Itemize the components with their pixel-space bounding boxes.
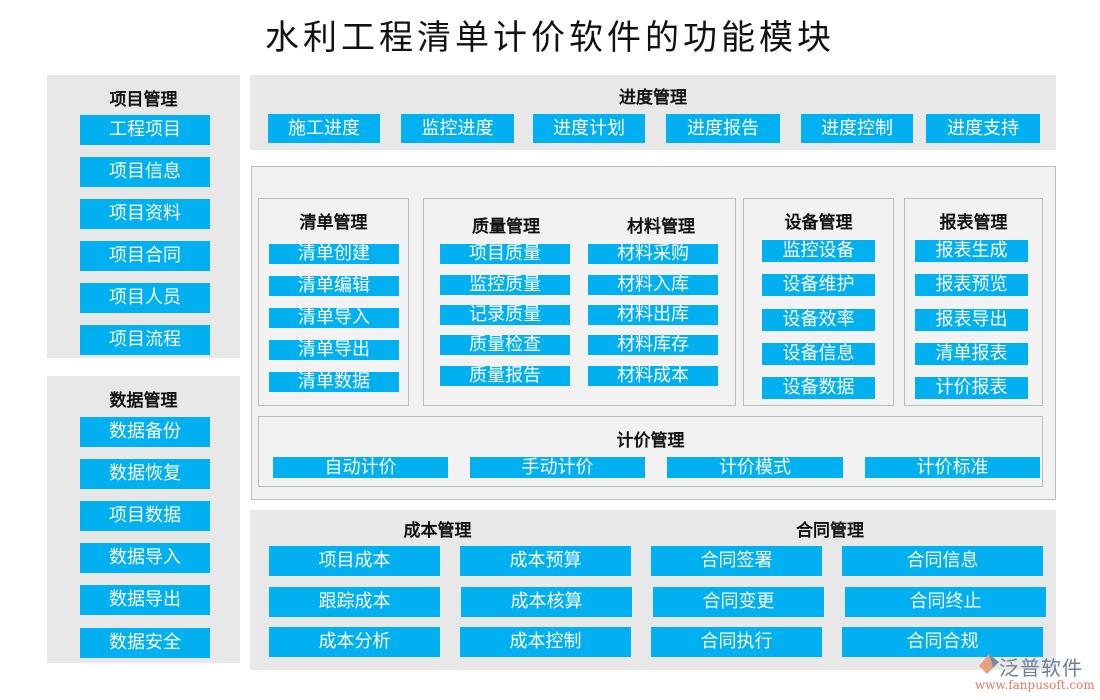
quality-title: 质量管理 [472,217,540,237]
cost-item-button[interactable]: 成本预算 [460,546,631,576]
bill-item-button[interactable]: 清单数据 [269,372,399,392]
report-item-button[interactable]: 报表生成 [915,240,1028,262]
page-title: 水利工程清单计价软件的功能模块 [265,18,835,58]
progress-title: 进度管理 [619,88,687,108]
bill-title: 清单管理 [299,213,368,233]
contract-item-button[interactable]: 合同变更 [653,587,824,617]
data-mgmt-item-button[interactable]: 数据恢复 [80,459,210,489]
quality-item-button[interactable]: 质量检查 [440,335,570,355]
report-box: 报表管理 [904,198,1043,406]
progress-item-button[interactable]: 进度计划 [533,114,645,143]
pricing-title: 计价管理 [616,431,685,451]
logo-mark-icon [979,654,999,674]
project-item-button[interactable]: 项目信息 [80,157,210,187]
material-item-button[interactable]: 材料库存 [588,335,718,355]
data-mgmt-item-button[interactable]: 项目数据 [80,501,210,531]
data-mgmt-item-button[interactable]: 数据导出 [80,585,210,615]
project-title: 项目管理 [109,90,178,110]
contract-item-button[interactable]: 合同签署 [651,546,822,576]
logo-name: 泛普软件 [999,656,1083,680]
project-item-button[interactable]: 项目人员 [80,283,210,313]
data-mgmt-item-button[interactable]: 数据导入 [80,543,210,573]
progress-item-button[interactable]: 进度控制 [801,114,913,143]
equipment-item-button[interactable]: 设备维护 [762,274,875,296]
quality-item-button[interactable]: 记录质量 [440,305,570,325]
cost-item-button[interactable]: 跟踪成本 [269,587,440,617]
contract-item-button[interactable]: 合同合规 [842,627,1043,657]
report-title: 报表管理 [939,213,1008,233]
data-mgmt-item-button[interactable]: 数据备份 [80,417,210,447]
contract-item-button[interactable]: 合同终止 [845,587,1046,617]
pricing-item-button[interactable]: 自动计价 [273,457,448,478]
equipment-title: 设备管理 [784,213,853,233]
report-item-button[interactable]: 报表导出 [915,309,1028,331]
cost-title: 成本管理 [403,521,472,541]
bill-box: 清单管理 [258,198,409,406]
material-title: 材料管理 [627,217,695,237]
contract-item-button[interactable]: 合同执行 [651,627,822,657]
cost-item-button[interactable]: 成本核算 [461,587,632,617]
equipment-box: 设备管理 [743,198,894,406]
contract-title: 合同管理 [796,521,864,541]
cost-item-button[interactable]: 成本控制 [460,627,631,657]
equipment-item-button[interactable]: 设备效率 [762,309,875,331]
bill-item-button[interactable]: 清单导入 [269,308,399,328]
report-item-button[interactable]: 清单报表 [915,343,1028,365]
data-title: 数据管理 [109,391,178,411]
project-item-button[interactable]: 项目资料 [80,199,210,229]
material-item-button[interactable]: 材料采购 [588,244,718,264]
pricing-item-button[interactable]: 手动计价 [470,457,645,478]
bill-item-button[interactable]: 清单导出 [269,340,399,360]
progress-item-button[interactable]: 进度报告 [666,114,780,143]
progress-item-button[interactable]: 监控进度 [401,114,514,143]
progress-panel: 进度管理 [250,75,1056,150]
progress-item-button[interactable]: 进度支持 [926,114,1040,143]
cost-item-button[interactable]: 项目成本 [269,546,440,576]
fanpusoft-logo: 泛普软件 www.fanpusoft.com [975,652,1095,696]
pricing-item-button[interactable]: 计价标准 [865,457,1040,478]
bill-item-button[interactable]: 清单创建 [269,244,399,264]
equipment-item-button[interactable]: 设备数据 [762,377,875,399]
pricing-item-button[interactable]: 计价模式 [667,457,843,478]
equipment-item-button[interactable]: 设备信息 [762,343,875,365]
report-item-button[interactable]: 计价报表 [915,377,1028,399]
project-item-button[interactable]: 工程项目 [80,115,210,145]
material-item-button[interactable]: 材料成本 [588,366,718,386]
progress-item-button[interactable]: 施工进度 [268,114,380,143]
contract-item-button[interactable]: 合同信息 [842,546,1043,576]
material-item-button[interactable]: 材料入库 [588,275,718,295]
quality-item-button[interactable]: 监控质量 [440,275,570,295]
bill-item-button[interactable]: 清单编辑 [269,276,399,296]
equipment-item-button[interactable]: 监控设备 [762,240,875,262]
project-item-button[interactable]: 项目流程 [80,325,210,355]
material-item-button[interactable]: 材料出库 [588,305,718,325]
quality-item-button[interactable]: 质量报告 [440,366,570,386]
logo-url: www.fanpusoft.com [975,678,1095,692]
quality-item-button[interactable]: 项目质量 [440,244,570,264]
report-item-button[interactable]: 报表预览 [915,274,1028,296]
project-item-button[interactable]: 项目合同 [80,241,210,271]
cost-item-button[interactable]: 成本分析 [269,627,440,657]
data-mgmt-item-button[interactable]: 数据安全 [80,628,210,658]
